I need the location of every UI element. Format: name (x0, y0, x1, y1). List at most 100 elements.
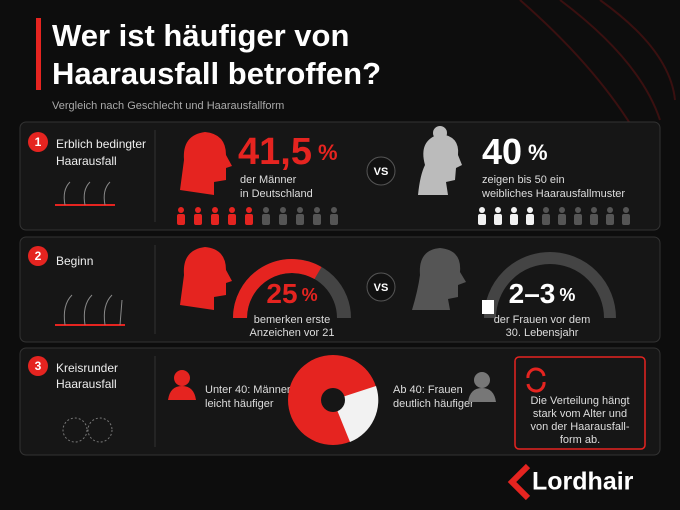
stat-unit: % (559, 285, 575, 305)
pictogram (542, 214, 550, 225)
stat-text: zeigen bis 50 ein (482, 174, 565, 186)
note-text: stark vom Alter und (533, 408, 627, 420)
pictogram (280, 207, 286, 213)
gauge-fill (482, 300, 494, 314)
pictogram (314, 207, 320, 213)
pictogram (245, 214, 253, 225)
pictogram (479, 207, 485, 213)
badge-number: 3 (35, 359, 42, 373)
logo-mark (507, 463, 531, 501)
badge (28, 356, 48, 376)
pictogram (194, 214, 202, 225)
stat-text: 30. Lebensjahr (506, 327, 579, 339)
group-text: Ab 40: Frauen (393, 384, 463, 396)
pictogram (559, 207, 565, 213)
stat-value: 2–3% (509, 278, 576, 309)
pictogram (246, 207, 252, 213)
badge (28, 246, 48, 266)
vs: VS (374, 282, 389, 294)
group-text: deutlich häufiger (393, 398, 474, 410)
pictogram (211, 214, 219, 225)
pictogram-row (478, 207, 630, 225)
stat-value: 41,5% (238, 131, 338, 173)
note-text: von der Haarausfall- (530, 421, 629, 433)
stat-unit: % (528, 140, 548, 165)
title-bar (36, 18, 41, 90)
male-head (180, 132, 232, 195)
female-head (412, 248, 466, 310)
pictogram (622, 214, 630, 225)
badge (28, 132, 48, 152)
pictogram (526, 214, 534, 225)
pictogram (229, 207, 235, 213)
pictogram (330, 214, 338, 225)
pictogram (606, 214, 614, 225)
spot-icon (87, 417, 113, 443)
row-label: Haarausfall (56, 154, 117, 168)
stat-text: bemerken erste (254, 314, 330, 326)
pie-hole (321, 388, 345, 412)
subtitle: Vergleich nach Geschlecht und Haarausfal… (52, 100, 284, 112)
pictogram (543, 207, 549, 213)
pictogram (591, 207, 597, 213)
pictogram (607, 207, 613, 213)
hair-icon (63, 294, 123, 326)
pictogram (495, 207, 501, 213)
pictogram (510, 214, 518, 225)
note-text: form ab. (560, 434, 600, 446)
pictogram (623, 207, 629, 213)
pictogram (590, 214, 598, 225)
stat-text: der Frauen vor dem (494, 314, 591, 326)
stat-text: weibliches Haarausfallmuster (481, 188, 625, 200)
pictogram (296, 214, 304, 225)
person-icon (168, 386, 196, 400)
pictogram (575, 207, 581, 213)
cycle-icon (526, 367, 546, 393)
row-label: Haarausfall (56, 377, 117, 391)
row-label: Erblich bedingter (56, 137, 146, 151)
row-label: Kreisrunder (56, 361, 118, 375)
stat-number: 25 (266, 278, 297, 309)
note-text: Die Verteilung hängt (530, 395, 629, 407)
pictogram (177, 214, 185, 225)
pictogram (331, 207, 337, 213)
pictogram (178, 207, 184, 213)
badge-number: 2 (35, 249, 42, 263)
pictogram (494, 214, 502, 225)
pictogram (313, 214, 321, 225)
badge-number: 1 (35, 135, 42, 149)
pictogram (511, 207, 517, 213)
note-box (514, 356, 646, 450)
pictogram-row (177, 207, 338, 225)
gauge-fill (233, 259, 322, 319)
male-head (180, 247, 232, 310)
pictogram (263, 207, 269, 213)
stat-value: 25% (266, 278, 317, 309)
person-icon (468, 388, 496, 402)
stat-value: 40% (482, 131, 548, 172)
female-bun (433, 126, 447, 140)
stat-number: 41,5 (238, 131, 312, 173)
stat-number: 2–3 (509, 278, 556, 309)
person-icon (174, 370, 190, 386)
vs-circle (366, 272, 396, 302)
stat-unit: % (318, 140, 338, 165)
stat-text: in Deutschland (240, 188, 313, 200)
stat-text: der Männer (240, 174, 297, 186)
person-icon (474, 372, 490, 388)
pictogram (262, 214, 270, 225)
pictogram (195, 207, 201, 213)
female-head (418, 134, 462, 195)
stat-number: 40 (482, 131, 522, 172)
hair-icon (63, 181, 111, 206)
pictogram (212, 207, 218, 213)
group-text: Unter 40: Männer (205, 384, 291, 396)
row-label: Beginn (56, 254, 93, 268)
pictogram (228, 214, 236, 225)
title: Haarausfall betroffen? (52, 56, 381, 91)
logo: Lordhair (532, 468, 634, 496)
stat-unit: % (302, 285, 318, 305)
pictogram (527, 207, 533, 213)
